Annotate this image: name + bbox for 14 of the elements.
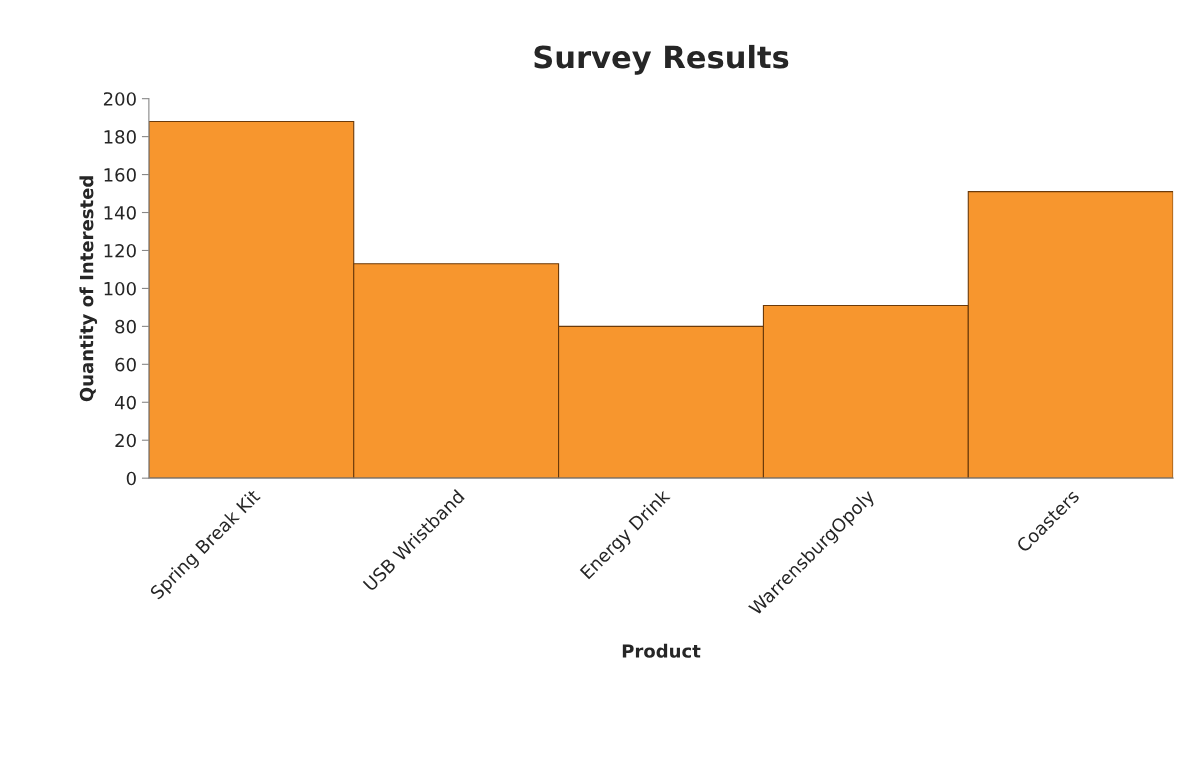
y-tick-label: 60: [115, 357, 136, 372]
x-axis-title: Product: [622, 643, 701, 658]
y-tick-label: 160: [104, 168, 136, 182]
y-tick-label: 200: [103, 92, 136, 106]
y-tick-label: 20: [115, 433, 136, 448]
y-tick-label: 120: [104, 243, 136, 258]
y-tick-label: 180: [104, 130, 136, 144]
y-axis-title: Quantity of Interested: [79, 176, 98, 402]
y-tick-label: 100: [104, 281, 136, 296]
y-tick-label: 0: [126, 471, 136, 486]
y-tick-label: 140: [104, 205, 136, 220]
y-tick-label: 80: [115, 319, 136, 334]
chart-title: Survey Results: [534, 44, 789, 75]
y-tick-label: 40: [114, 395, 136, 410]
